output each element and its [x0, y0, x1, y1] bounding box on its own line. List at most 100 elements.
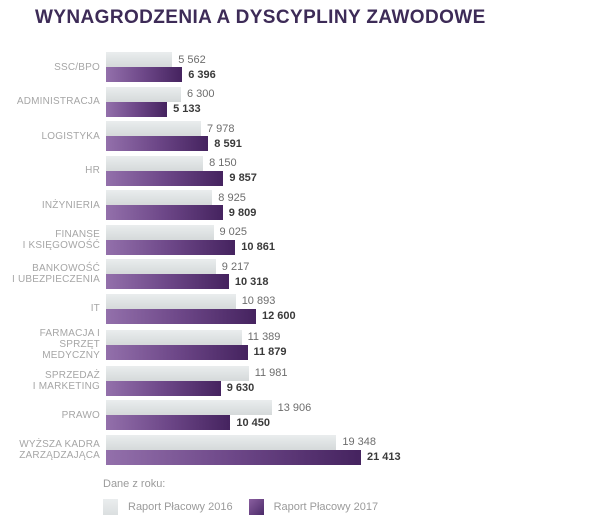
value-label-2016: 19 348	[342, 436, 377, 448]
bar-line: 9 217	[106, 259, 600, 274]
bar-group: 11 981 9 630	[106, 365, 600, 396]
bar-2016	[106, 434, 337, 450]
value-label-2016: 7 978	[207, 122, 235, 135]
bar-line: 8 150	[106, 155, 600, 171]
category-label: IT	[90, 303, 100, 314]
legend-swatch-2016	[103, 498, 118, 515]
bar-line: 5 562	[106, 52, 600, 67]
bar-chart: SSC/BPO 5 562 6 396 ADMINISTRACJA 6 300 5 133…	[0, 52, 600, 465]
value-label-2017: 5 133	[173, 103, 201, 115]
bar-line: 10 861	[106, 239, 600, 255]
bar-line: 7 978	[106, 121, 600, 136]
bar-group: 6 300 5 133	[106, 86, 600, 117]
bar-group: 19 348 21 413	[106, 434, 600, 465]
bar-2017	[106, 380, 221, 396]
bar-2016	[106, 52, 173, 67]
bar-line: 10 450	[106, 415, 600, 430]
category-label: ADMINISTRACJA	[16, 96, 100, 107]
bar-2016	[106, 86, 181, 102]
value-label-2017: 10 450	[236, 416, 271, 429]
bar-2016	[106, 400, 272, 415]
bar-group: 9 025 10 861	[106, 224, 600, 255]
category-label: SSC/BPO	[54, 61, 100, 73]
category-row: BANKOWOŚĆ I UBEZPIECZENIA 9 217 10 318	[0, 259, 600, 289]
bar-group: 9 217 10 318	[106, 259, 600, 289]
bar-group: 10 893 12 600	[106, 293, 600, 324]
bar-2016	[106, 329, 242, 345]
category-row: IT 10 893 12 600	[0, 293, 600, 324]
category-row: FINANSE I KSIĘGOWOŚĆ 9 025 10 861	[0, 224, 600, 255]
bar-line: 11 981	[106, 365, 600, 381]
bar-line: 21 413	[106, 449, 600, 465]
category-row: PRAWO 13 906 10 450	[0, 400, 600, 430]
value-label-2016: 8 925	[218, 191, 246, 204]
value-label-2016: 10 893	[241, 295, 276, 307]
bar-2016	[106, 224, 214, 240]
bar-2017	[106, 344, 248, 360]
bar-line: 5 133	[106, 101, 600, 117]
bar-group: 8 925 9 809	[106, 190, 600, 220]
legend-item-2016: Raport Płacowy 2016	[103, 498, 233, 515]
value-label-2017: 6 396	[188, 68, 216, 81]
bar-group: 5 562 6 396	[106, 52, 600, 82]
value-label-2016: 9 217	[221, 260, 250, 273]
bar-2017	[106, 449, 361, 465]
category-row: HR 8 150 9 857	[0, 155, 600, 186]
category-row: ADMINISTRACJA 6 300 5 133	[0, 86, 600, 117]
value-label-2017: 9 809	[228, 206, 257, 219]
bar-line: 12 600	[106, 308, 600, 324]
bar-line: 10 318	[106, 274, 600, 289]
value-label-2016: 6 300	[187, 88, 215, 100]
legend-label-2017: Raport Płacowy 2017	[273, 500, 379, 513]
legend-title: Dane z roku:	[103, 477, 166, 490]
value-label-2016: 9 025	[219, 226, 248, 238]
bar-2016	[106, 293, 236, 309]
bar-2017	[106, 170, 224, 186]
value-label-2016: 11 981	[254, 367, 288, 379]
bar-line: 9 630	[106, 380, 600, 396]
value-label-2017: 8 591	[214, 137, 242, 150]
value-label-2016: 8 150	[209, 157, 237, 169]
bar-line: 8 591	[106, 136, 600, 151]
bar-2016	[106, 155, 204, 171]
bar-2017	[106, 239, 236, 255]
value-label-2016: 5 562	[178, 53, 206, 66]
bar-2016	[106, 121, 201, 136]
bar-2016	[106, 365, 249, 381]
bar-line: 11 389	[106, 329, 600, 345]
value-label-2017: 9 630	[226, 382, 255, 394]
category-label: PRAWO	[61, 409, 100, 421]
page-title: WYNAGRODZENIA A DYSCYPLINY ZAWODOWE	[35, 7, 486, 28]
bar-line: 8 925	[106, 190, 600, 205]
legend-swatch-2017	[248, 498, 264, 515]
category-label: FINANSE I KSIĘGOWOŚĆ	[22, 228, 100, 251]
bar-line: 10 893	[106, 293, 600, 309]
bar-line: 6 396	[106, 67, 600, 82]
legend-items: Raport Płacowy 2016 Raport Płacowy 2017	[103, 498, 600, 515]
bar-group: 8 150 9 857	[106, 155, 600, 186]
category-label: HR	[85, 165, 100, 176]
bar-2017	[106, 415, 231, 430]
category-label: WYŻSZA KADRA ZARZĄDZAJĄCA	[19, 438, 100, 461]
category-row: WYŻSZA KADRA ZARZĄDZAJĄCA 19 348 21 413	[0, 434, 600, 465]
category-row: SPRZEDAŻ I MARKETING 11 981 9 630	[0, 365, 600, 396]
value-label-2017: 11 879	[253, 346, 287, 358]
bar-2017	[106, 67, 183, 82]
category-label: LOGISTYKA	[41, 130, 100, 142]
value-label-2017: 12 600	[262, 310, 296, 322]
category-row: LOGISTYKA 7 978 8 591	[0, 121, 600, 151]
category-label: INŻYNIERIA	[41, 199, 100, 211]
value-label-2017: 10 861	[241, 241, 275, 253]
bar-2017	[106, 274, 229, 289]
bar-line: 9 025	[106, 224, 600, 240]
bar-group: 13 906 10 450	[106, 400, 600, 430]
bar-2016	[106, 259, 216, 274]
bar-group: 11 389 11 879	[106, 329, 600, 360]
category-row: FARMACJA I SPRZĘT MEDYCZNY 11 389 11 879	[0, 328, 600, 361]
value-label-2016: 13 906	[277, 401, 312, 414]
value-label-2016: 11 389	[247, 331, 281, 343]
legend-item-2017: Raport Płacowy 2017	[248, 498, 379, 515]
value-label-2017: 9 857	[229, 172, 257, 184]
category-label: FARMACJA I SPRZĘT MEDYCZNY	[39, 328, 100, 361]
